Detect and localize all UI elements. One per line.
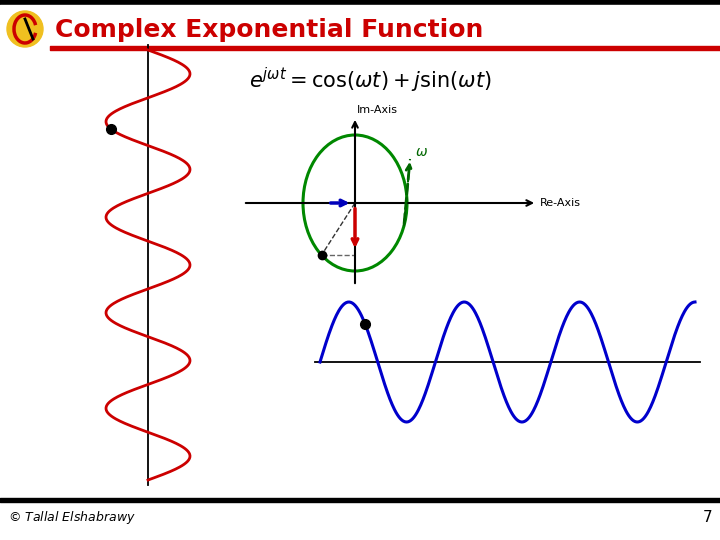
Text: $\copyright$ Tallal Elshabrawy: $\copyright$ Tallal Elshabrawy — [8, 510, 136, 526]
Text: 7: 7 — [703, 510, 712, 525]
Text: $e^{j\omega t} = \cos(\omega t) + j\sin(\omega t)$: $e^{j\omega t} = \cos(\omega t) + j\sin(… — [248, 65, 491, 94]
Circle shape — [7, 11, 43, 47]
Text: $\omega$: $\omega$ — [415, 145, 428, 159]
Text: Re-Axis: Re-Axis — [540, 198, 581, 208]
Text: Complex Exponential Function: Complex Exponential Function — [55, 18, 483, 42]
Text: Im-Axis: Im-Axis — [357, 105, 398, 115]
